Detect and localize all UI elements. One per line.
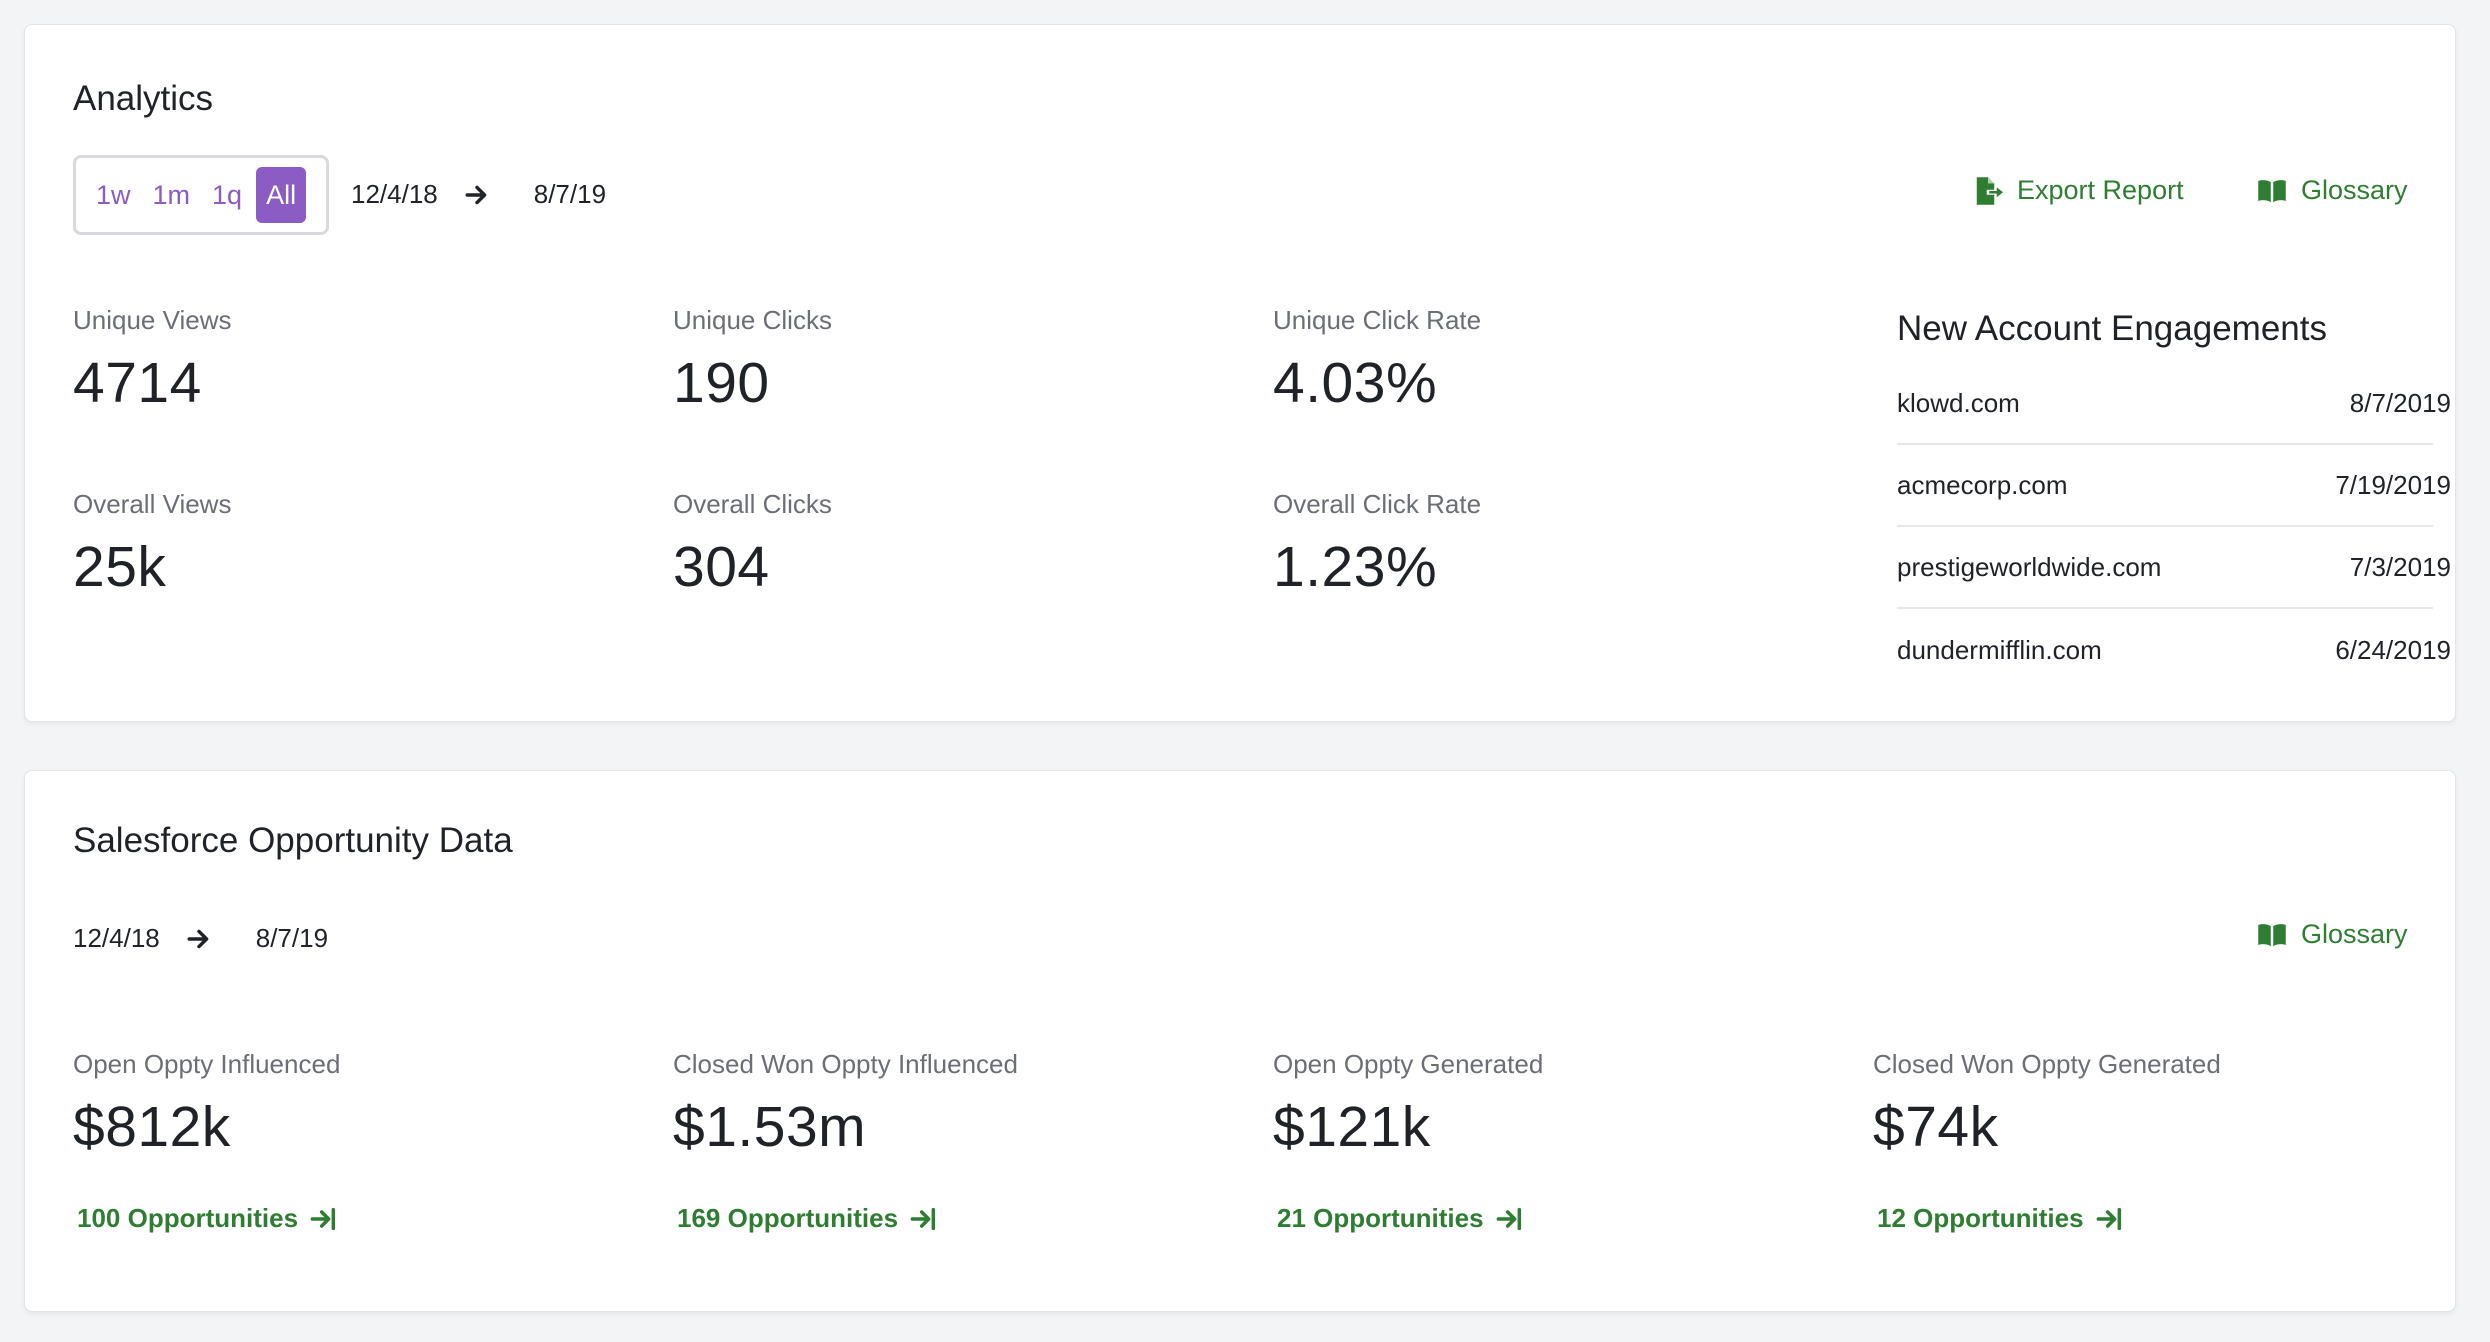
range-1m-button[interactable]: 1m: [152, 180, 191, 210]
metric-value: 304: [673, 535, 770, 599]
opportunities-link[interactable]: 169 Opportunities: [677, 1203, 938, 1234]
engagements-title: New Account Engagements: [1897, 309, 2327, 348]
metric-label: Overall Views: [73, 489, 232, 519]
metric-value: $812k: [73, 1095, 231, 1159]
list-item: prestigeworldwide.com 7/3/2019: [1897, 527, 2451, 609]
metric-value: 1.23%: [1273, 535, 1438, 599]
metric-value: $74k: [1873, 1095, 1999, 1159]
analytics-date-range: 12/4/18 8/7/19: [351, 179, 606, 210]
date-to: 8/7/19: [255, 923, 329, 953]
opportunities-link[interactable]: 12 Opportunities: [1877, 1203, 2124, 1234]
arrow-to-right-icon: [1496, 1207, 1521, 1230]
glossary-button[interactable]: Glossary: [2257, 919, 2408, 950]
analytics-card: Analytics 1w 1m 1q All 12/4/18 8/7/19 Ex…: [24, 24, 2456, 722]
range-all-button[interactable]: All: [256, 167, 307, 223]
engagement-domain: dundermifflin.com: [1897, 634, 2102, 665]
book-open-icon: [2258, 179, 2286, 202]
arrow-to-right-icon: [310, 1207, 336, 1230]
engagement-domain: acmecorp.com: [1897, 469, 2068, 500]
metric-unique-click-rate: Unique Click Rate 4.03%: [1273, 305, 1481, 416]
metric-open-oppty-generated: Open Oppty Generated $121k: [1273, 1049, 1543, 1160]
engagement-domain: prestigeworldwide.com: [1897, 551, 2162, 582]
arrow-right-icon: [187, 929, 209, 948]
metric-label: Unique Click Rate: [1273, 305, 1482, 335]
metric-open-oppty-influenced: Open Oppty Influenced $812k: [73, 1049, 340, 1160]
file-export-icon: [1976, 176, 2003, 205]
metric-label: Unique Clicks: [673, 305, 832, 335]
metric-value: 4714: [73, 351, 202, 415]
range-1q-button[interactable]: 1q: [212, 180, 243, 210]
book-open-icon: [2258, 923, 2286, 946]
metric-overall-views: Overall Views 25k: [73, 489, 231, 600]
opportunities-link[interactable]: 100 Opportunities: [77, 1203, 338, 1234]
glossary-label: Glossary: [2301, 919, 2408, 949]
engagement-domain: klowd.com: [1897, 387, 2020, 418]
arrow-right-icon: [465, 185, 487, 204]
glossary-label: Glossary: [2301, 175, 2408, 205]
list-item: klowd.com 8/7/2019: [1897, 363, 2451, 445]
metric-label: Overall Clicks: [673, 489, 832, 519]
salesforce-card: Salesforce Opportunity Data 12/4/18 8/7/…: [24, 770, 2456, 1312]
metric-label: Open Oppty Generated: [1273, 1049, 1544, 1079]
metric-label: Open Oppty Influenced: [73, 1049, 341, 1079]
metric-value: 4.03%: [1273, 351, 1438, 415]
date-from: 12/4/18: [351, 179, 438, 209]
sfdc-date-range: 12/4/18 8/7/19: [73, 923, 328, 954]
metric-label: Unique Views: [73, 305, 232, 335]
metric-overall-clicks: Overall Clicks 304: [673, 489, 832, 600]
opportunities-link-label: 21 Opportunities: [1277, 1203, 1484, 1233]
salesforce-title: Salesforce Opportunity Data: [73, 821, 513, 860]
opportunities-link-label: 100 Opportunities: [77, 1203, 299, 1233]
opportunities-link[interactable]: 21 Opportunities: [1277, 1203, 1524, 1234]
metric-unique-views: Unique Views 4714: [73, 305, 232, 416]
analytics-title: Analytics: [73, 79, 214, 118]
opportunities-link-label: 12 Opportunities: [1877, 1203, 2084, 1233]
date-to: 8/7/19: [533, 179, 607, 209]
list-item: dundermifflin.com 6/24/2019: [1897, 609, 2451, 691]
new-account-engagements: New Account Engagements klowd.com 8/7/20…: [1897, 309, 2451, 691]
metric-label: Overall Click Rate: [1273, 489, 1482, 519]
engagement-date: 8/7/2019: [2349, 387, 2451, 418]
list-item: acmecorp.com 7/19/2019: [1897, 445, 2451, 527]
engagement-date: 7/19/2019: [2335, 469, 2451, 500]
metric-closed-won-oppty-generated: Closed Won Oppty Generated $74k: [1873, 1049, 2221, 1160]
metric-closed-won-oppty-influenced: Closed Won Oppty Influenced $1.53m: [673, 1049, 1018, 1160]
metric-value: $121k: [1273, 1095, 1431, 1159]
range-selector: 1w 1m 1q All: [73, 155, 329, 235]
metric-value: 190: [673, 351, 770, 415]
metric-overall-click-rate: Overall Click Rate 1.23%: [1273, 489, 1481, 600]
date-from: 12/4/18: [73, 923, 160, 953]
glossary-button[interactable]: Glossary: [2257, 175, 2408, 206]
engagement-date: 6/24/2019: [2335, 634, 2451, 665]
range-1w-button[interactable]: 1w: [96, 180, 131, 210]
metric-value: $1.53m: [673, 1095, 867, 1159]
metric-unique-clicks: Unique Clicks 190: [673, 305, 832, 416]
arrow-to-right-icon: [910, 1207, 936, 1230]
opportunities-link-label: 169 Opportunities: [677, 1203, 899, 1233]
metric-value: 25k: [73, 535, 167, 599]
arrow-to-right-icon: [2096, 1207, 2121, 1230]
export-report-label: Export Report: [2017, 175, 2184, 205]
export-report-button[interactable]: Export Report: [1973, 175, 2184, 206]
engagement-date: 7/3/2019: [2349, 551, 2451, 582]
metric-label: Closed Won Oppty Influenced: [673, 1049, 1018, 1079]
metric-label: Closed Won Oppty Generated: [1873, 1049, 2221, 1079]
